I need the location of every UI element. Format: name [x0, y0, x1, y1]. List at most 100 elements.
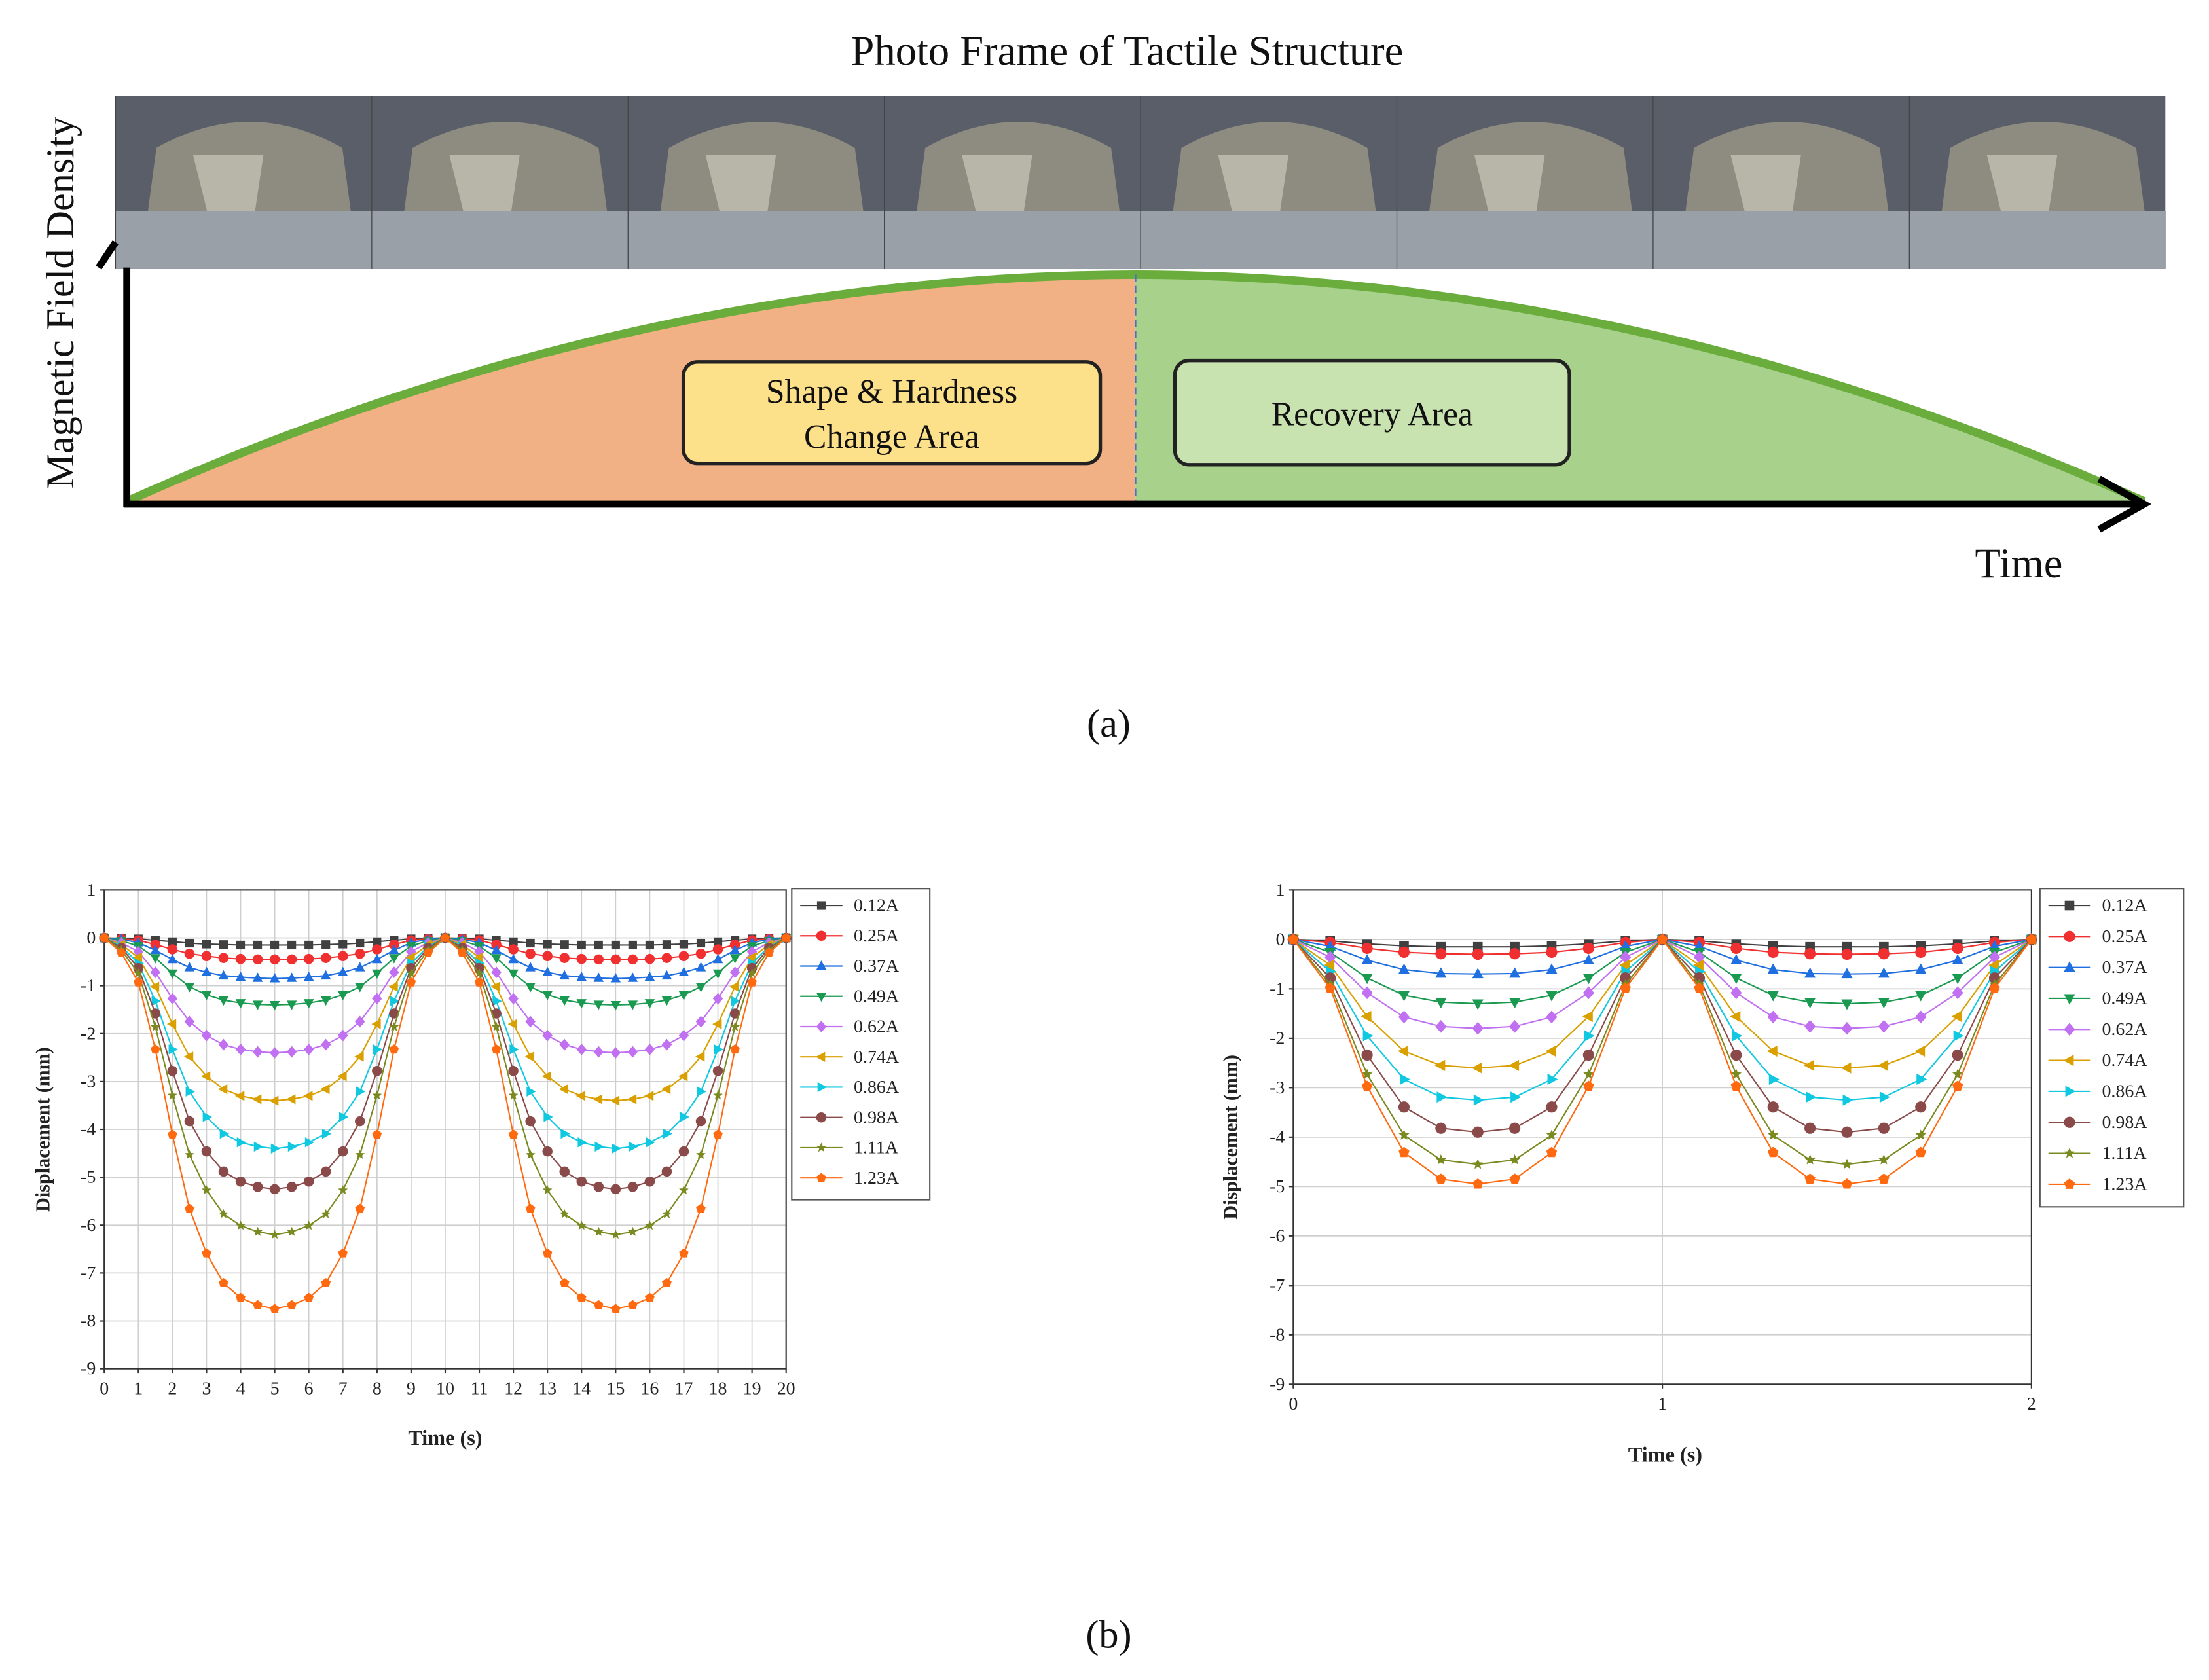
data-point — [150, 944, 161, 955]
data-point — [321, 1209, 331, 1218]
data-point — [746, 952, 756, 963]
data-point — [678, 966, 689, 976]
data-point — [526, 938, 535, 948]
data-point — [559, 953, 570, 963]
data-point — [270, 1304, 280, 1313]
data-point — [610, 1304, 621, 1313]
data-point — [1951, 1011, 1962, 1023]
data-point — [747, 977, 757, 987]
data-point — [1952, 954, 1963, 965]
data-point — [1841, 948, 1853, 960]
photo-highlight — [1986, 155, 2058, 211]
data-point — [576, 1292, 587, 1302]
data-point — [1472, 1178, 1484, 1189]
data-point — [338, 1112, 349, 1122]
data-point — [628, 1300, 638, 1309]
data-point — [168, 937, 177, 946]
data-point — [133, 968, 143, 977]
data-point — [1989, 982, 2000, 993]
data-point — [132, 952, 143, 963]
legend-label: 0.37A — [2102, 957, 2147, 977]
data-point — [577, 1137, 587, 1148]
data-point — [1620, 940, 1632, 951]
data-point — [371, 1019, 381, 1029]
data-point — [201, 966, 212, 976]
photo-floor — [115, 211, 373, 269]
data-point — [1952, 1068, 1963, 1079]
data-point — [1953, 1030, 1964, 1042]
data-point — [541, 1071, 551, 1082]
plot-frame — [1292, 889, 2032, 1385]
data-point — [542, 991, 553, 1001]
data-point — [1841, 1178, 1853, 1189]
data-point — [577, 940, 586, 950]
data-point — [457, 947, 467, 957]
data-point — [149, 981, 160, 992]
data-point — [731, 996, 741, 1006]
data-point — [1732, 1030, 1743, 1042]
data-point — [593, 1226, 604, 1236]
data-point — [1620, 982, 1631, 993]
data-point — [594, 1141, 604, 1152]
data-point — [320, 1166, 331, 1177]
box-label: Recovery Area — [1271, 396, 1473, 433]
data-point — [1508, 1122, 1521, 1134]
data-point — [662, 940, 672, 949]
data-point — [610, 1230, 621, 1239]
legend-label: 0.25A — [2102, 926, 2147, 947]
data-point — [1915, 963, 1927, 974]
data-point — [235, 999, 246, 1009]
legend-label: 0.49A — [854, 986, 899, 1006]
data-point — [1435, 1154, 1447, 1165]
data-point — [1878, 1122, 1890, 1134]
data-point — [389, 939, 399, 950]
data-point — [406, 968, 416, 977]
data-point — [473, 952, 483, 963]
shape-box — [681, 360, 1103, 466]
data-point — [1361, 954, 1373, 965]
data-point — [1582, 1011, 1593, 1023]
data-point — [1398, 1101, 1410, 1113]
x-tick-label: 3 — [202, 1378, 211, 1398]
data-point — [1842, 1094, 1853, 1106]
data-point — [474, 977, 484, 987]
y-tick-label: -8 — [81, 1311, 96, 1331]
data-point — [696, 938, 706, 948]
legend-marker — [816, 992, 827, 1002]
data-point — [1694, 982, 1705, 993]
data-point — [679, 1248, 689, 1258]
data-point — [1398, 1010, 1410, 1024]
data-point — [662, 1209, 672, 1218]
data-point — [1361, 1068, 1373, 1079]
y-tick-label: -7 — [81, 1263, 96, 1283]
data-point — [320, 1038, 331, 1051]
data-point — [167, 944, 178, 955]
data-point — [303, 1176, 314, 1187]
data-point — [593, 972, 604, 982]
data-point — [509, 937, 518, 946]
data-point — [542, 1248, 553, 1258]
data-point — [1952, 1049, 1963, 1061]
data-point — [491, 954, 502, 964]
data-point — [627, 1000, 638, 1010]
data-point — [644, 1091, 654, 1101]
data-point — [1508, 998, 1521, 1009]
data-point — [1435, 1173, 1447, 1184]
x-tick-label: 17 — [674, 1378, 693, 1398]
data-point — [1546, 991, 1558, 1002]
data-point — [1879, 1091, 1890, 1103]
data-point — [1361, 942, 1373, 955]
y-tick-label: -5 — [81, 1167, 96, 1188]
data-point — [1324, 982, 1336, 993]
data-point — [1841, 968, 1853, 979]
data-point — [269, 1095, 279, 1106]
data-point — [525, 983, 536, 993]
data-point — [286, 1094, 296, 1105]
data-point — [1915, 1101, 1927, 1113]
y-tick-label: 1 — [1275, 880, 1285, 900]
data-point — [116, 947, 126, 957]
legend-marker — [2064, 994, 2075, 1005]
data-point — [218, 970, 229, 980]
data-point — [509, 1044, 519, 1055]
legend-marker — [816, 1142, 826, 1152]
